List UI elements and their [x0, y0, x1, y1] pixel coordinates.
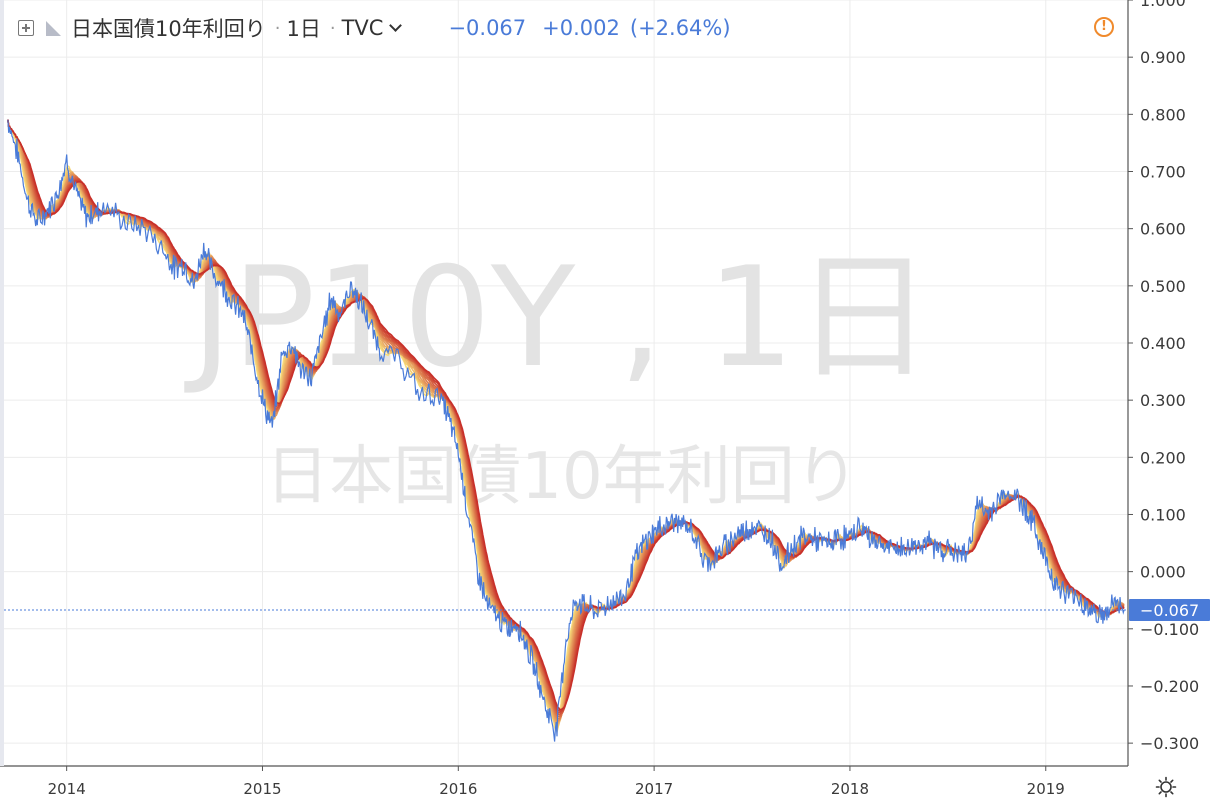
last-price-badge: −0.067 — [1129, 598, 1210, 621]
y-tick-label: 0.500 — [1140, 277, 1186, 296]
y-axis-ticks[interactable]: 1.000 0.900 0.800 0.700 0.600 0.500 0.400 0.300… — [1128, 0, 1199, 753]
watermark-symbol: JP10Y , 1日 — [183, 237, 932, 398]
y-tick-label: 1.000 — [1140, 0, 1186, 10]
axes — [0, 0, 1129, 767]
ma-line — [7, 119, 1125, 732]
change-percent: (+2.64%) — [629, 16, 731, 40]
separator-dot: · — [329, 17, 336, 39]
y-tick-label: 0.200 — [1140, 448, 1186, 467]
change-value: +0.002 — [542, 16, 620, 40]
y-tick-label: 0.100 — [1140, 505, 1186, 524]
alert-icon[interactable]: ! — [1094, 17, 1114, 37]
x-tick-label: 2015 — [243, 780, 281, 798]
ma-line — [7, 119, 1125, 722]
flag-icon — [46, 20, 61, 36]
ma-line — [7, 119, 1125, 716]
x-axis-ticks[interactable]: 2014 2015 2016 2017 2018 2019 — [48, 766, 1065, 798]
ma-line — [7, 119, 1125, 725]
x-tick-label: 2016 — [439, 780, 477, 798]
expand-icon[interactable] — [18, 20, 34, 36]
chart-legend: 日本国債10年利回り · 1日 · TVC −0.067 +0.002 (+2.… — [18, 10, 731, 46]
price-line[interactable] — [7, 119, 1125, 742]
y-tick-label: 0.400 — [1140, 334, 1186, 353]
y-tick-label: 0.300 — [1140, 391, 1186, 410]
x-tick-label: 2017 — [635, 780, 673, 798]
symbol-title[interactable]: 日本国債10年利回り — [71, 17, 266, 41]
separator-dot: · — [274, 17, 281, 39]
watermark-name: 日本国債10年利回り — [265, 440, 858, 514]
chevron-down-icon[interactable] — [389, 18, 403, 32]
source-label[interactable]: TVC — [341, 16, 384, 40]
ma-line — [7, 119, 1125, 724]
y-tick-label: 0.600 — [1140, 220, 1186, 239]
ma-line — [7, 119, 1125, 727]
y-tick-label: 0.800 — [1140, 105, 1186, 124]
y-tick-label: 0.900 — [1140, 48, 1186, 67]
moving-average-ribbon — [7, 119, 1125, 735]
y-tick-label: 0.700 — [1140, 162, 1186, 181]
grid — [4, 0, 1128, 766]
ma-line — [7, 119, 1125, 715]
y-tick-label: −0.100 — [1140, 620, 1199, 639]
ma-line — [7, 119, 1125, 718]
x-tick-label: 2018 — [831, 780, 869, 798]
last-price-label: −0.067 — [1140, 601, 1199, 620]
interval-label[interactable]: 1日 — [286, 17, 321, 41]
last-value: −0.067 — [448, 16, 527, 40]
gear-icon[interactable] — [1155, 776, 1177, 798]
ma-line — [7, 119, 1125, 711]
y-tick-label: −0.300 — [1140, 734, 1199, 753]
x-tick-label: 2014 — [48, 780, 86, 798]
x-tick-label: 2019 — [1027, 780, 1065, 798]
ma-line — [7, 119, 1125, 713]
y-tick-label: 0.000 — [1140, 563, 1186, 582]
left-edge — [0, 0, 4, 766]
y-tick-label: −0.200 — [1140, 677, 1199, 696]
